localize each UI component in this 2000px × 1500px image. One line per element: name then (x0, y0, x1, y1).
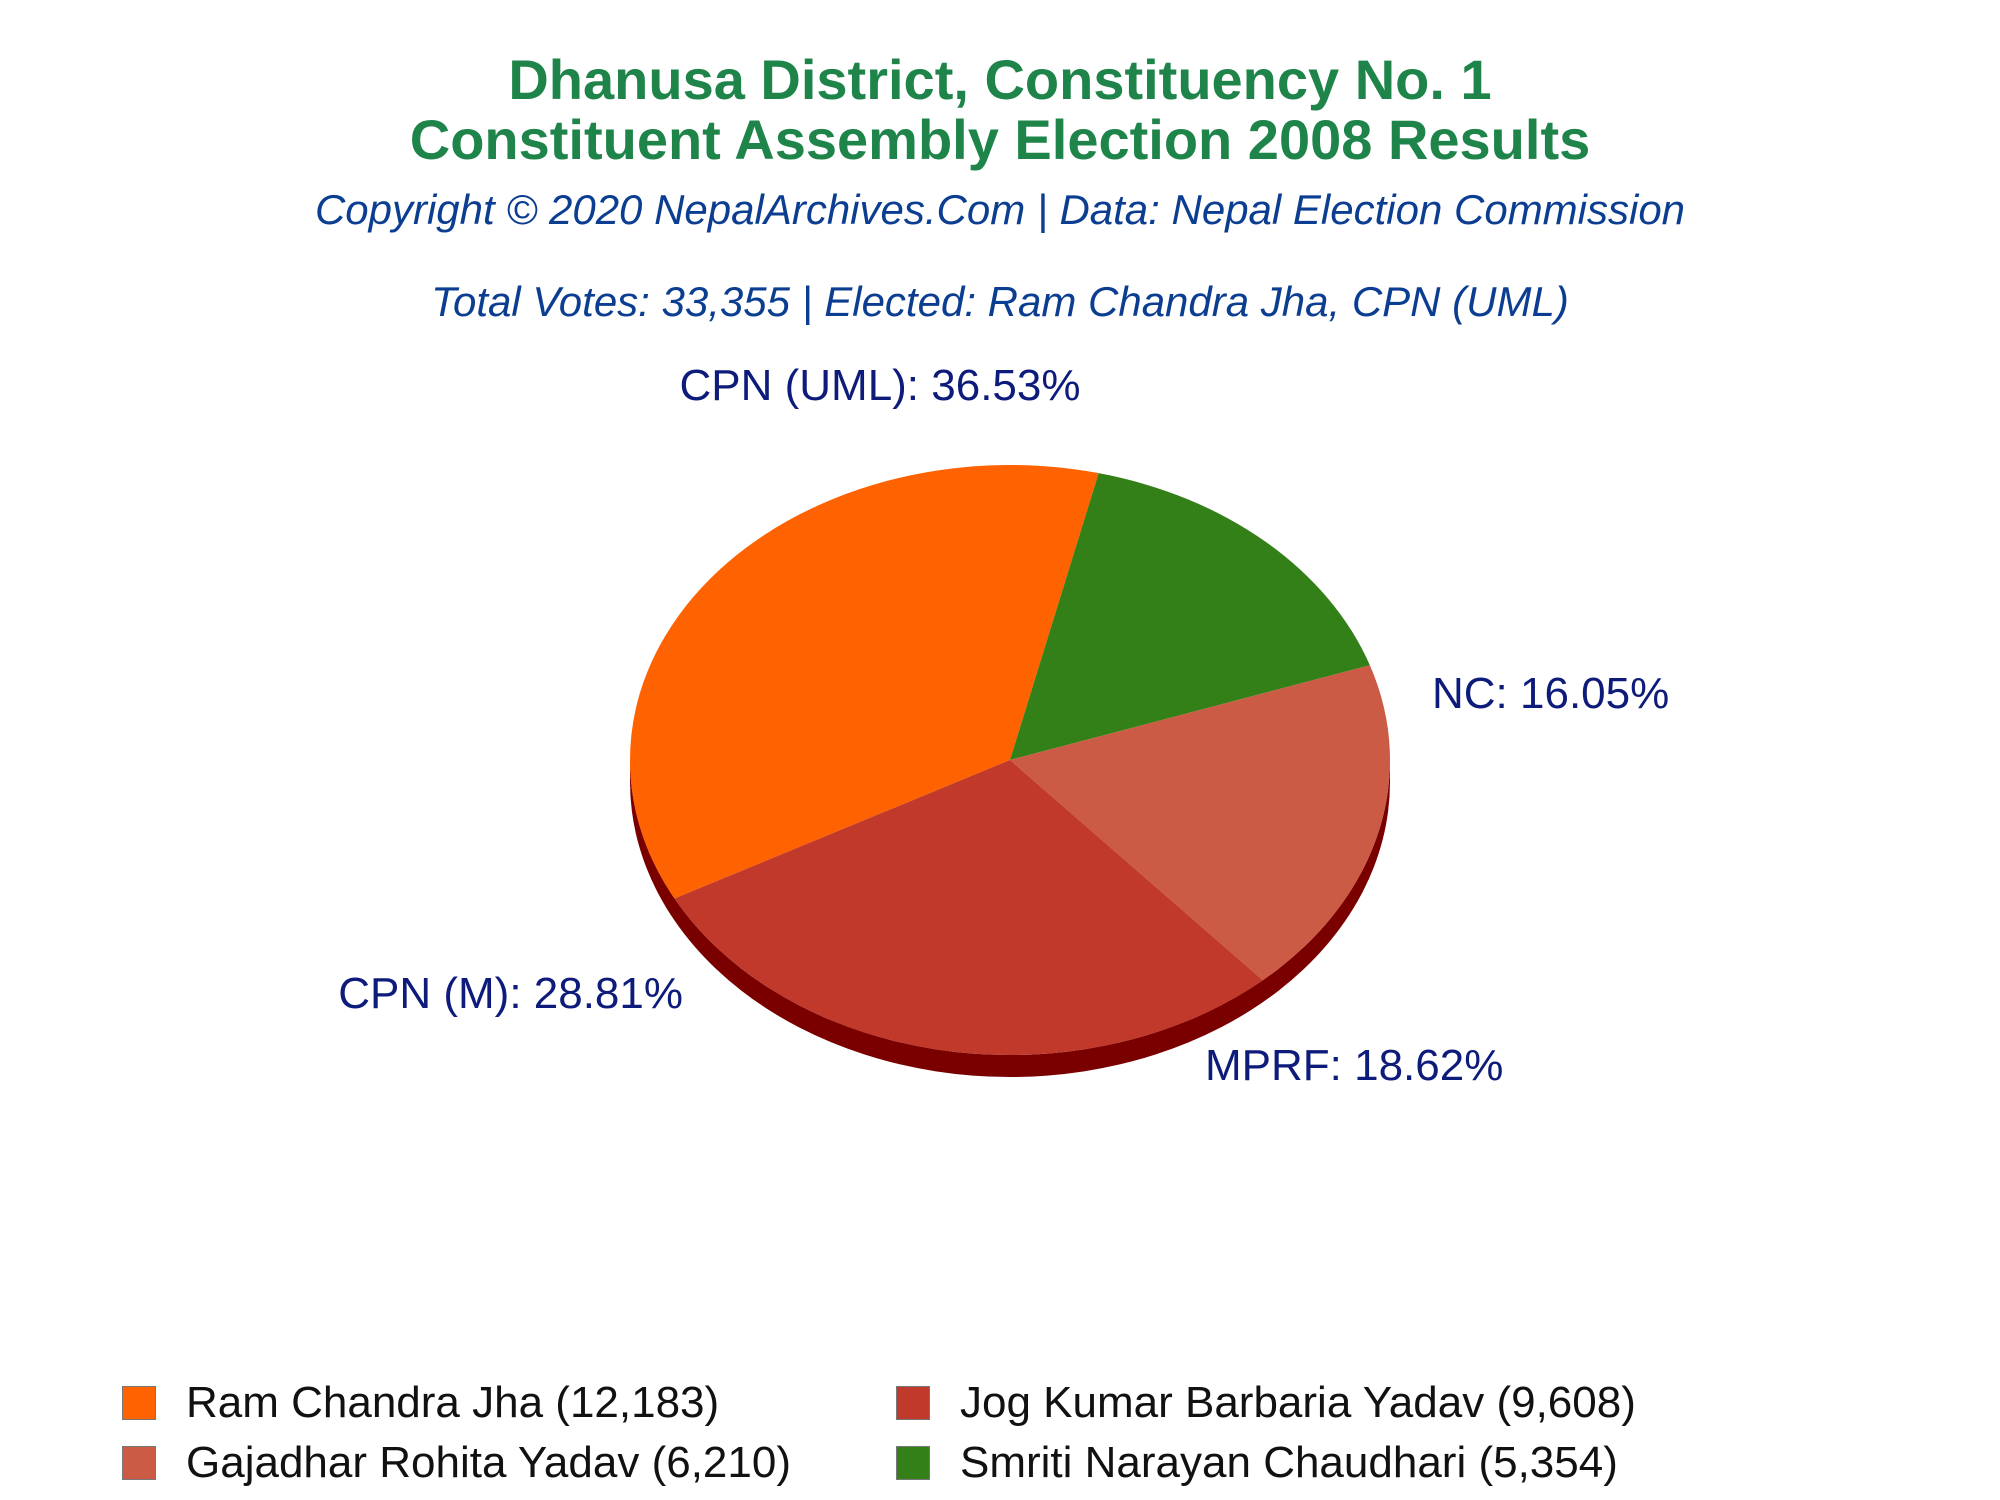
legend-item: Gajadhar Rohita Yadav (6,210) (122, 1438, 791, 1488)
legend-label: Gajadhar Rohita Yadav (6,210) (186, 1438, 791, 1487)
pie-slice-nc (1010, 473, 1370, 760)
slice-label: CPN (UML): 36.53% (679, 361, 1080, 410)
slice-label: CPN (M): 28.81% (338, 969, 683, 1018)
chart-title-line-2: Constituent Assembly Election 2008 Resul… (409, 108, 1591, 171)
copyright-note: Copyright © 2020 NepalArchives.Com | Dat… (314, 186, 1686, 233)
pie-slice-cpn-m (674, 760, 1263, 1055)
legend-label: Smriti Narayan Chaudhari (5,354) (960, 1438, 1618, 1487)
legend-label: Jog Kumar Barbaria Yadav (9,608) (960, 1378, 1636, 1427)
slice-label: NC: 16.05% (1432, 669, 1669, 718)
slice-label: MPRF: 18.62% (1205, 1041, 1503, 1090)
legend-swatch (122, 1446, 156, 1480)
legend-item: Ram Chandra Jha (12,183) (122, 1378, 719, 1428)
legend-item: Smriti Narayan Chaudhari (5,354) (896, 1438, 1618, 1488)
legend-swatch (896, 1446, 930, 1480)
pie-slice-mprf (1010, 665, 1390, 981)
chart-title-line-1: Dhanusa District, Constituency No. 1 (508, 48, 1492, 111)
pie-slice-cpn-uml (630, 465, 1099, 899)
election-summary: Total Votes: 33,355 | Elected: Ram Chand… (431, 278, 1569, 325)
legend-label: Ram Chandra Jha (12,183) (186, 1378, 720, 1427)
legend-swatch (122, 1386, 156, 1420)
legend-item: Jog Kumar Barbaria Yadav (9,608) (896, 1378, 1636, 1428)
legend-swatch (896, 1386, 930, 1420)
